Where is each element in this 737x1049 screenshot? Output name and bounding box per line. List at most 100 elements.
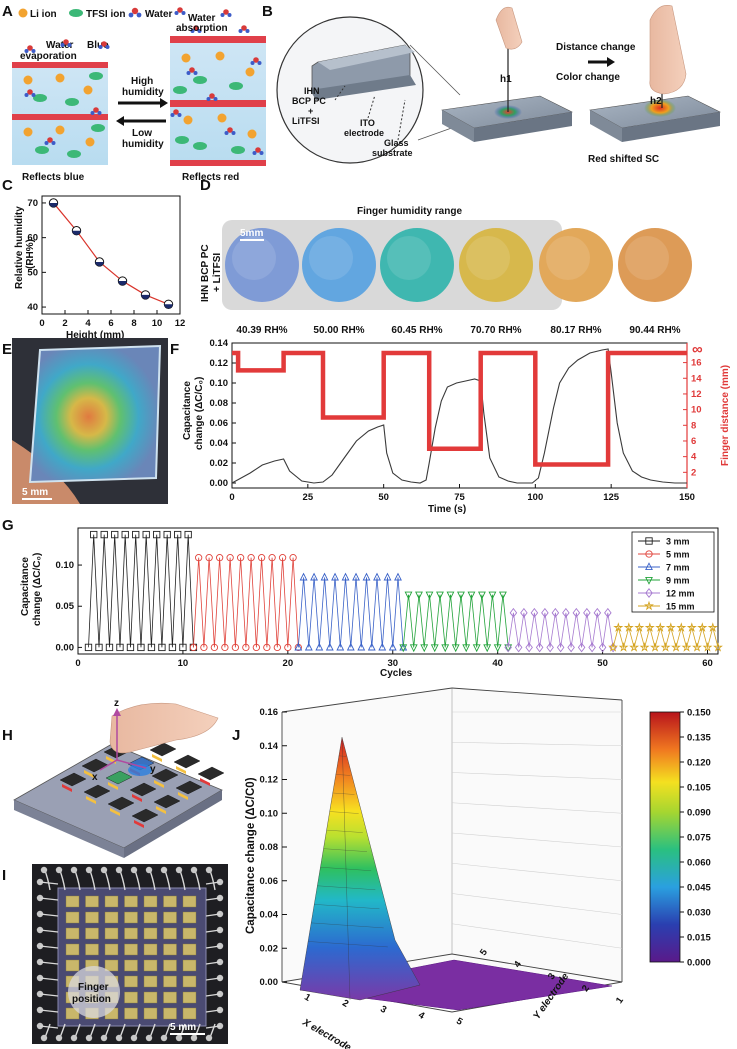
marker-triangle-up xyxy=(394,572,402,581)
marker-circle xyxy=(200,643,208,652)
tfsi-ion xyxy=(173,86,187,94)
water-molecule xyxy=(44,137,56,145)
marker-star xyxy=(697,622,708,632)
tfsi-ion xyxy=(193,76,207,84)
marker-triangle-up xyxy=(315,642,324,651)
panel-d-title: Finger humidity range xyxy=(357,206,462,217)
marker-triangle-down xyxy=(504,644,513,653)
electrode-pad xyxy=(182,927,197,940)
chart-c-xlabel: Height (mm) xyxy=(66,330,124,341)
oxygen xyxy=(193,25,199,31)
h2-label: h2 xyxy=(650,96,662,107)
z-tick-label: 0.02 xyxy=(260,943,279,954)
marker-triangle-up xyxy=(367,642,376,651)
marker-square xyxy=(645,537,653,545)
electrode-pad xyxy=(104,927,119,940)
sample-disc xyxy=(380,228,454,302)
marker-triangle-up xyxy=(373,572,381,581)
electrode-pad xyxy=(65,895,80,908)
sensor-cell xyxy=(149,742,177,757)
panel-d-side-label-2: + LiTFSI xyxy=(212,253,223,292)
tfsi-ion xyxy=(65,98,79,106)
marker-diamond xyxy=(588,642,596,653)
hydrogen xyxy=(98,45,103,49)
marker-star xyxy=(618,642,629,652)
hydrogen xyxy=(67,43,72,47)
wire-bond xyxy=(39,897,59,901)
panel-e-scale: 5 mm xyxy=(22,487,48,498)
legend-entry: 15 mm xyxy=(666,602,695,612)
marker-triangle-down xyxy=(436,591,444,600)
electrode-pad xyxy=(143,943,158,956)
water-molecule xyxy=(90,107,102,115)
electrode-pad xyxy=(182,943,197,956)
high-humidity-label: High humidity xyxy=(122,76,164,98)
marker-star xyxy=(665,622,676,632)
wire-bond xyxy=(205,961,221,965)
wire-bond xyxy=(205,1009,221,1013)
water-absorption-label: Water absorption xyxy=(176,13,228,34)
wire-bond xyxy=(205,977,221,981)
ridge-line xyxy=(341,737,351,1001)
marker-diamond xyxy=(541,607,549,618)
solder-ball xyxy=(190,1034,198,1042)
marker-triangle-down xyxy=(645,576,653,585)
hydrogen xyxy=(193,71,198,75)
water-molecule xyxy=(170,109,182,117)
series-9-mm xyxy=(399,591,513,653)
marker-star xyxy=(639,642,650,652)
solder-ball xyxy=(100,866,108,874)
hydrogen xyxy=(44,141,49,145)
colorbar-tick-label: 0.090 xyxy=(687,808,711,819)
marker-square xyxy=(168,643,177,652)
panel-a: Li ion TFSI ion Water Water evaporation B… xyxy=(12,7,266,183)
marker-star xyxy=(686,622,697,632)
x-tick-label: 25 xyxy=(303,492,314,503)
solder-ball xyxy=(55,1034,63,1042)
series-15-mm xyxy=(608,622,723,652)
hydrogen xyxy=(190,29,195,33)
colorbar-tick-label: 0.030 xyxy=(687,908,711,919)
oxygen xyxy=(253,57,259,63)
panel-f-chart: 0 25 50 75 100 125 150 0.00 0.02 0.04 0.06 0.08 0.10… xyxy=(182,338,731,515)
y-tick-label: 0.02 xyxy=(210,458,229,469)
tfsi-ion xyxy=(35,146,49,154)
wire-bond xyxy=(205,993,221,997)
sample-highlight xyxy=(309,236,353,280)
li-ion xyxy=(55,125,65,135)
marker-diamond xyxy=(546,642,554,653)
solder-ball xyxy=(160,866,168,874)
x-tick-label: 2 xyxy=(340,998,350,1010)
grid-line xyxy=(451,802,623,814)
electrode-pad xyxy=(104,959,119,972)
marker-triangle-up xyxy=(346,642,355,651)
cell-electrode xyxy=(178,792,188,800)
marker-circle xyxy=(289,553,297,562)
x-tick-label: 4 xyxy=(85,318,91,329)
hydrogen xyxy=(245,29,250,33)
solder-ball xyxy=(55,866,63,874)
marker-triangle-up xyxy=(378,642,387,651)
electrode-pad xyxy=(124,943,138,956)
tfsi-ion xyxy=(89,72,103,80)
marker-star xyxy=(623,622,634,632)
li-ion xyxy=(215,51,225,61)
chart-f-frame xyxy=(231,342,688,489)
marker-diamond xyxy=(530,607,539,618)
water-evaporation-label: Water evaporation xyxy=(20,40,77,62)
marker-circle xyxy=(257,553,266,562)
legend-entry: 12 mm xyxy=(666,589,695,599)
chart-c-ticks: 0 2 4 6 8 10 12 40 50 60 70 xyxy=(27,198,185,329)
colorbar-tick-label: 0.015 xyxy=(687,933,711,944)
chart-g-legend xyxy=(631,531,715,613)
z-tick-label: 0.00 xyxy=(260,977,279,988)
grid-line xyxy=(451,923,623,949)
panel-label-i: I xyxy=(2,867,6,884)
x-tick-label: 10 xyxy=(152,318,163,329)
x-tick-label: 1 xyxy=(302,992,313,1005)
chart-f-distance-line xyxy=(232,350,687,467)
marker-triangle-down xyxy=(462,644,471,653)
marker-triangle-down xyxy=(425,591,434,600)
hydrogen xyxy=(24,49,29,53)
